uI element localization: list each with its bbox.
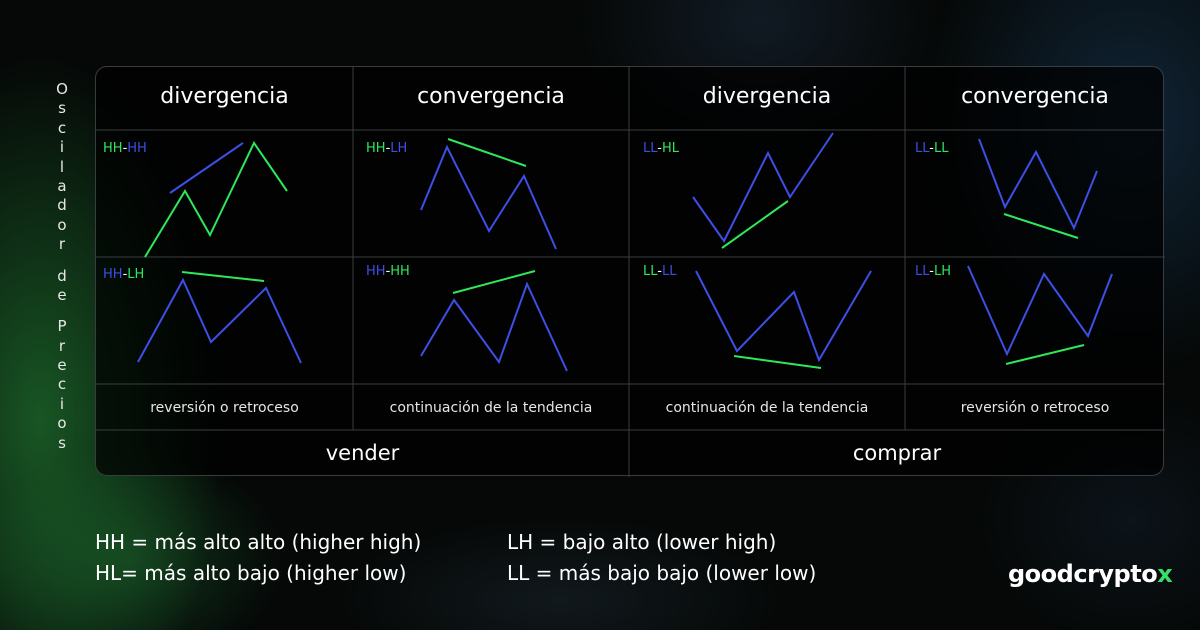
side-label-letter: e xyxy=(57,285,67,304)
tag-c4-bottom: LL-LH xyxy=(915,264,951,279)
tag-c3-top: LL-HL xyxy=(643,141,679,156)
tag-c4-top: LL-LL xyxy=(915,141,949,156)
osc-line-c4-bottom xyxy=(1005,344,1085,365)
tag-c1-bottom: HH-LH xyxy=(103,267,145,282)
tag-c2-top: HH-LH xyxy=(366,141,408,156)
osc-line-c1-top xyxy=(169,142,244,194)
side-label-letter: i xyxy=(59,394,65,413)
side-label-letter: i xyxy=(59,138,65,157)
header-col-4: convergencia xyxy=(961,84,1109,109)
price-line-c4-top xyxy=(978,138,1098,231)
osc-line-c2-top xyxy=(447,138,527,167)
result-col-2: continuación de la tendencia xyxy=(389,400,593,416)
side-label-letter: e xyxy=(57,356,67,375)
price-line-c2-bottom xyxy=(420,281,568,372)
side-label-letter: O xyxy=(56,80,68,98)
tag-c2-bottom: HH-HH xyxy=(366,264,410,279)
legend-lh: LH = bajo alto (lower high) xyxy=(507,530,777,554)
side-label-letter: r xyxy=(58,235,66,254)
side-label-letter: s xyxy=(58,433,66,452)
price-line-c3-bottom xyxy=(695,270,872,363)
table-grid xyxy=(96,67,1165,477)
price-line-c2-top xyxy=(420,144,557,250)
result-col-4: reversión o retroceso xyxy=(960,400,1110,416)
divergence-table: divergencia convergencia divergencia con… xyxy=(95,66,1165,477)
osc-line-c3-top xyxy=(721,200,789,249)
price-line-c1-bottom xyxy=(137,277,302,364)
side-label-letter: c xyxy=(57,375,67,394)
price-line-c4-bottom xyxy=(967,265,1113,357)
side-label-letter: d xyxy=(57,196,67,215)
side-label-letter: c xyxy=(57,118,67,137)
tag-c1-top: HH-HH xyxy=(103,141,147,156)
osc-line-c4-top xyxy=(1003,213,1079,239)
header-col-2: convergencia xyxy=(417,84,565,109)
osc-line-c3-bottom xyxy=(733,355,822,369)
logo-text: goodcrypto xyxy=(1008,560,1158,588)
result-col-1: reversión o retroceso xyxy=(150,400,299,416)
side-label-letter: o xyxy=(57,215,67,234)
legend-hh: HH = más alto alto (higher high) xyxy=(95,530,422,554)
legend-ll: LL = más bajo bajo (lower low) xyxy=(507,561,817,585)
action-sell: vender xyxy=(325,441,400,465)
price-line-c1-top xyxy=(144,141,288,258)
logo-accent-x: x xyxy=(1157,560,1173,588)
side-label-letter: l xyxy=(59,157,65,176)
tag-c3-bottom: LL-LL xyxy=(643,264,677,279)
action-buy: comprar xyxy=(852,441,942,465)
goodcrypto-logo: goodcryptox xyxy=(1008,560,1173,588)
price-line-c3-top xyxy=(692,132,834,243)
osc-line-c2-bottom xyxy=(452,270,536,294)
header-col-3: divergencia xyxy=(702,84,832,109)
side-label-letter: a xyxy=(57,176,67,195)
side-label-letter: P xyxy=(57,317,67,336)
side-label-letter: s xyxy=(58,99,66,118)
side-label-letter: d xyxy=(57,266,67,285)
osc-line-c1-bottom xyxy=(181,271,265,282)
legend-hl: HL= más alto bajo (higher low) xyxy=(95,561,407,585)
header-col-1: divergencia xyxy=(160,84,289,109)
side-label-letter: o xyxy=(57,414,67,433)
result-col-3: continuación de la tendencia xyxy=(665,400,869,416)
side-label-letter: r xyxy=(58,336,66,355)
